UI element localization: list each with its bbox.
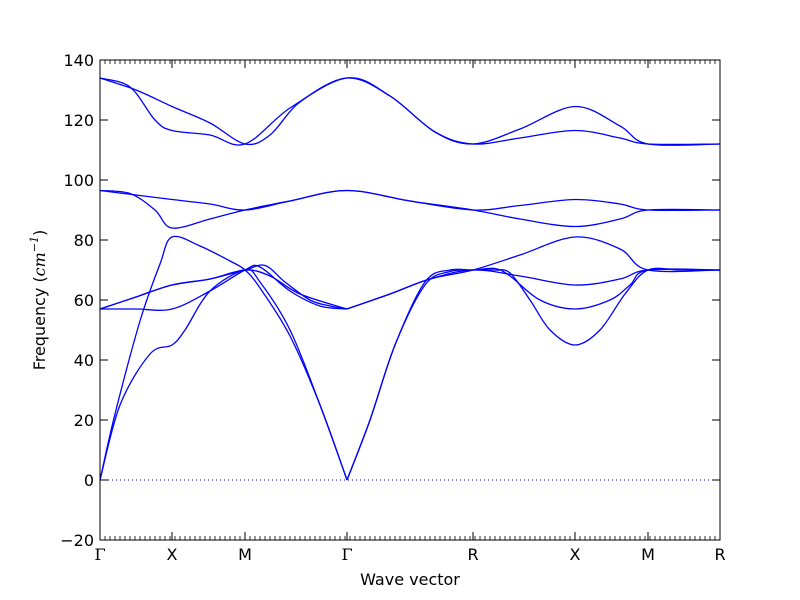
band-line-2 xyxy=(99,235,348,481)
x-tick-label: R xyxy=(467,545,478,564)
x-tick-label: X xyxy=(167,545,178,564)
series-layer xyxy=(99,77,721,481)
x-tick-label: Γ xyxy=(341,545,352,564)
y-axis-label-prefix: Frequency ( xyxy=(30,276,49,370)
x-tick-label: M xyxy=(641,545,655,564)
y-axis-label-exponent: −1 xyxy=(28,236,41,252)
y-tick-label: 60 xyxy=(74,291,94,310)
band-line-10 xyxy=(99,189,721,229)
y-axis-label-unit: cm xyxy=(30,252,49,276)
y-tick-label: 100 xyxy=(63,171,94,190)
y-axis-ticks: −20 0 20 40 60 80 100 120 140 xyxy=(60,51,720,550)
band-line-11 xyxy=(99,189,721,212)
y-tick-label: 20 xyxy=(74,411,94,430)
y-tick-label: −20 xyxy=(60,531,94,550)
band-line-5 xyxy=(99,269,348,310)
band-line-9 xyxy=(346,236,721,310)
y-tick-label: 40 xyxy=(74,351,94,370)
y-axis-label-suffix: ) xyxy=(30,230,49,236)
band-line-3 xyxy=(100,264,348,311)
x-tick-label: Γ xyxy=(94,545,105,564)
x-axis-label: Wave vector xyxy=(360,570,460,589)
y-tick-label: 140 xyxy=(63,51,94,70)
y-tick-label: 80 xyxy=(74,231,94,250)
band-line-6 xyxy=(346,267,720,481)
plot-frame xyxy=(99,59,721,541)
band-line-1 xyxy=(99,269,348,481)
y-tick-label: 0 xyxy=(84,471,94,490)
x-tick-label: R xyxy=(714,545,725,564)
y-axis-label: Frequency (cm−1) xyxy=(28,230,49,371)
x-tick-label: M xyxy=(238,545,252,564)
y-tick-label: 120 xyxy=(63,111,94,130)
x-tick-label: X xyxy=(570,545,581,564)
band-line-13 xyxy=(99,77,721,146)
band-line-7 xyxy=(346,267,721,481)
